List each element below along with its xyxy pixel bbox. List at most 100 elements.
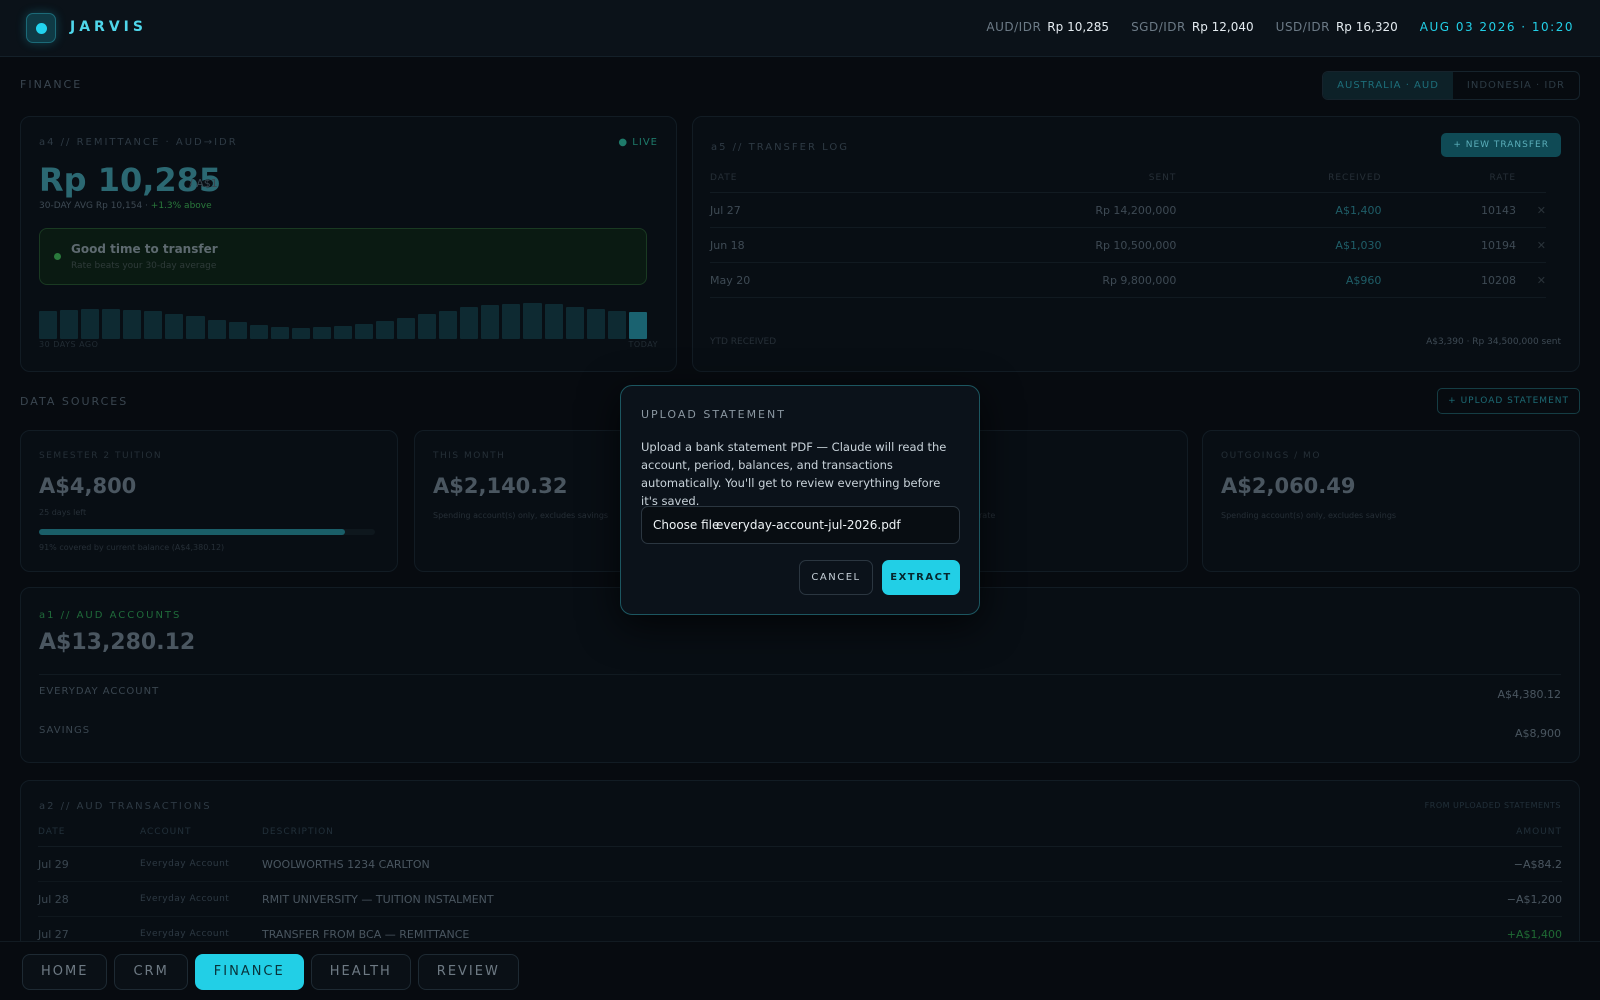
- upload-statement-button[interactable]: + UPLOAD STATEMENT: [1437, 388, 1580, 414]
- sparkline-bar: [565, 307, 584, 339]
- sparkline-start-label: 30 DAYS AGO: [39, 340, 99, 349]
- sparkline-bar: [376, 321, 395, 339]
- remittance-card: a4 // REMITTANCE · AUD→IDR ● LIVE Rp 10,…: [20, 116, 677, 372]
- sparkline-bar: [60, 310, 79, 339]
- tx-date: Jul 29: [38, 846, 140, 882]
- tab-indonesia[interactable]: INDONESIA · IDR: [1466, 80, 1565, 91]
- nav-home[interactable]: HOME: [22, 954, 108, 990]
- rate-usd-idr: USD/IDR Rp 16,320: [1275, 20, 1398, 34]
- rate-average: 30-DAY AVG Rp 10,154 · +1.3% above: [39, 201, 212, 211]
- new-transfer-button[interactable]: + NEW TRANSFER: [1441, 133, 1561, 157]
- nav-review[interactable]: REVIEW: [417, 954, 519, 990]
- column-amount: AMOUNT: [1311, 827, 1562, 847]
- rate-sparkline: [39, 303, 647, 339]
- nav-health[interactable]: HEALTH: [310, 954, 411, 990]
- live-indicator: ● LIVE: [618, 137, 658, 148]
- sparkline-end-label: TODAY: [628, 340, 658, 349]
- transfer-rate: 10208: [1381, 262, 1516, 298]
- transfer-rate: 10143: [1381, 192, 1516, 228]
- transfer-sent: Rp 9,800,000: [864, 262, 1177, 298]
- accounts-label: a1 // AUD ACCOUNTS: [39, 610, 182, 621]
- clock: AUG 03 2026 · 10:20: [1419, 20, 1574, 34]
- sparkline-bar: [607, 311, 626, 339]
- app-logo: [26, 13, 56, 43]
- sparkline-bar: [628, 312, 647, 339]
- delete-icon[interactable]: ✕: [1516, 262, 1546, 298]
- tx-account: Everyday Account: [140, 881, 262, 917]
- status-dot-icon: [54, 253, 61, 260]
- selected-file-name: everyday-account-jul-2026.pdf: [716, 518, 901, 532]
- sparkline-bar: [460, 307, 479, 339]
- account-row[interactable]: EVERYDAY ACCOUNT A$4,380.12: [39, 674, 1561, 714]
- column-date: DATE: [38, 827, 140, 847]
- nav-crm[interactable]: CRM: [114, 954, 188, 990]
- tuition-progress: [39, 529, 375, 535]
- tx-amount: −A$84.2: [1311, 846, 1562, 882]
- transfer-advice: Good time to transfer Rate beats your 30…: [39, 228, 647, 285]
- sparkline-bar: [186, 316, 205, 339]
- sparkline-bar: [81, 309, 100, 339]
- upload-statement-dialog: UPLOAD STATEMENT Upload a bank statement…: [620, 385, 980, 615]
- column-date: DATE: [710, 173, 865, 193]
- sparkline-bar: [418, 314, 437, 339]
- stat-subtext: 25 days left: [39, 508, 87, 517]
- extract-button[interactable]: EXTRACT: [882, 560, 960, 595]
- sparkline-bar: [39, 311, 58, 339]
- tab-australia[interactable]: AUSTRALIA · AUD: [1323, 72, 1453, 99]
- sparkline-bar: [397, 318, 416, 339]
- stat-label: THIS MONTH: [433, 451, 506, 461]
- account-name: EVERYDAY ACCOUNT: [39, 686, 160, 697]
- tx-date: Jul 28: [38, 881, 140, 917]
- rate-change: +1.3% above: [150, 201, 212, 211]
- current-rate: Rp 10,285: [39, 161, 222, 199]
- cancel-button[interactable]: CANCEL: [799, 560, 873, 595]
- sparkline-bar: [123, 310, 142, 339]
- accounts-total: A$13,280.12: [39, 630, 196, 655]
- remittance-label: a4 // REMITTANCE · AUD→IDR: [39, 137, 238, 148]
- rate-unit: / A$1: [189, 177, 218, 190]
- rate-aud-idr: AUD/IDR Rp 10,285: [986, 20, 1110, 34]
- accounts-card: a1 // AUD ACCOUNTS A$13,280.12 EVERYDAY …: [20, 587, 1580, 763]
- sparkline-bar: [502, 304, 521, 339]
- stat-subtext: rate: [979, 511, 996, 520]
- top-bar: JARVIS AUD/IDR Rp 10,285 SGD/IDR Rp 12,040…: [0, 0, 1600, 57]
- file-input[interactable]: Choose file everyday-account-jul-2026.pd…: [641, 506, 960, 544]
- tx-description: WOOLWORTHS 1234 CARLTON: [262, 846, 1312, 882]
- page-title: FINANCE: [20, 78, 83, 91]
- tx-account: Everyday Account: [140, 846, 262, 882]
- tx-amount: −A$1,200: [1311, 881, 1562, 917]
- table-row: Jul 28 Everyday Account RMIT UNIVERSITY …: [38, 881, 1562, 917]
- main-nav: HOME CRM FINANCE HEALTH REVIEW: [22, 954, 519, 990]
- sparkline-bar: [354, 324, 373, 339]
- transfer-received: A$1,400: [1176, 192, 1382, 228]
- account-row[interactable]: SAVINGS A$8,900: [39, 714, 1561, 754]
- tuition-card: SEMESTER 2 TUITION A$4,800 25 days left …: [20, 430, 398, 572]
- sparkline-bar: [333, 326, 352, 339]
- delete-icon[interactable]: ✕: [1516, 192, 1546, 228]
- choose-file-button[interactable]: Choose file: [653, 518, 720, 532]
- column-description: DESCRIPTION: [262, 827, 1312, 847]
- transfer-log-card: a5 // TRANSFER LOG + NEW TRANSFER DATE S…: [692, 116, 1580, 372]
- nav-finance[interactable]: FINANCE: [194, 954, 304, 990]
- stat-value: A$4,800: [39, 474, 137, 498]
- transfer-date: May 20: [710, 262, 865, 298]
- column-rate: RATE: [1381, 173, 1516, 193]
- bottom-nav-bar: HOME CRM FINANCE HEALTH REVIEW: [0, 941, 1600, 1000]
- sparkline-bar: [312, 327, 331, 339]
- logo-dot-icon: [36, 23, 47, 34]
- transactions-source: FROM UPLOADED STATEMENTS: [1424, 801, 1561, 810]
- table-row: May 20 Rp 9,800,000 A$960 10208 ✕: [710, 262, 1546, 298]
- sparkline-bar: [586, 309, 605, 339]
- dialog-title: UPLOAD STATEMENT: [641, 408, 786, 421]
- sparkline-bar: [144, 311, 163, 339]
- sparkline-bar: [249, 325, 268, 339]
- table-row: Jul 27 Rp 14,200,000 A$1,400 10143 ✕: [710, 192, 1546, 228]
- delete-icon[interactable]: ✕: [1516, 227, 1546, 263]
- account-name: SAVINGS: [39, 725, 91, 736]
- ytd-label: YTD RECEIVED: [710, 337, 777, 347]
- sparkline-bar: [291, 328, 310, 339]
- stat-subtext: Spending account(s) only, excludes savin…: [433, 511, 609, 520]
- sparkline-bar: [228, 322, 247, 339]
- transfer-sent: Rp 10,500,000: [864, 227, 1177, 263]
- outgoings-card: OUTGOINGS / MO A$2,060.49 Spending accou…: [1202, 430, 1580, 572]
